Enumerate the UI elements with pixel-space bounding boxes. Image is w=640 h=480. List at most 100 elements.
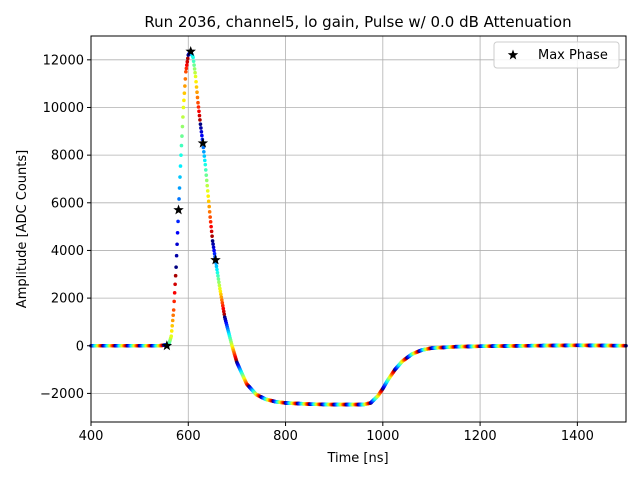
pulse-sample-point (207, 210, 212, 214)
pulse-sample-point (169, 334, 174, 339)
pulse-sample-point (210, 234, 214, 238)
pulse-sample-point (211, 245, 216, 250)
pulse-sample-point (198, 118, 202, 122)
pulse-sample-point (215, 267, 219, 272)
pulse-sample-point (195, 90, 199, 95)
pulse-sample-point (212, 251, 217, 256)
pulse-sample-point (222, 312, 227, 317)
pulse-sample-point (203, 168, 208, 172)
pulse-sample-point (215, 270, 220, 275)
pulse-sample-point (207, 204, 211, 209)
pulse-sample-point (179, 153, 183, 157)
x-tick-label: 600 (176, 429, 201, 444)
pulse-sample-point (210, 239, 215, 243)
pulse-sample-point (221, 306, 226, 311)
legend: Max Phase (493, 41, 620, 69)
pulse-sample-point (170, 318, 175, 323)
pulse-sample-point (214, 264, 219, 269)
pulse-sample-point (178, 175, 182, 179)
pulse-sample-point (220, 301, 225, 305)
pulse-sample-point (182, 98, 186, 103)
pulse-sample-point (181, 115, 185, 119)
pulse-sample-point (191, 59, 196, 64)
pulse-sample-point (191, 55, 195, 60)
pulse-sample-point (172, 291, 177, 295)
pulse-sample-point (216, 274, 220, 278)
pulse-sample-point (180, 124, 185, 129)
pulse-sample-point (220, 298, 224, 302)
x-tick-label: 1400 (561, 429, 594, 444)
legend-box (493, 41, 620, 69)
pulse-sample-point (198, 122, 203, 126)
y-tick-label: 10000 (43, 101, 84, 116)
x-axis: 400 600 800 1000 1200 1400 (79, 422, 594, 444)
pulse-sample-point (204, 173, 209, 177)
pulse-sample-point (203, 162, 208, 167)
pulse-sample-point (177, 197, 181, 201)
max-phase-point (161, 340, 173, 351)
pulse-sample-point (206, 194, 211, 198)
pulse-sample-point (174, 253, 179, 258)
max-phase-point (197, 137, 209, 148)
x-tick-label: 1000 (366, 429, 399, 444)
chart-title: Run 2036, channel5, lo gain, Pulse w/ 0.… (144, 13, 571, 31)
pulse-sample-point (192, 63, 196, 67)
pulse-sample-point (216, 277, 221, 281)
pulse-sample-point (209, 229, 214, 234)
x-axis-title: Time [ns] (326, 451, 388, 466)
pulse-sample-point (219, 292, 223, 297)
legend-label: Max Phase (538, 48, 608, 63)
pulse-sample-point (179, 143, 184, 148)
x-tick-label: 1200 (464, 429, 497, 444)
pulse-sample-point (196, 105, 201, 109)
pulse-sample-point (184, 66, 189, 71)
pulse-sample-point (218, 286, 222, 291)
pulse-trace (89, 49, 628, 407)
y-tick-label: 4000 (51, 244, 84, 259)
pulse-sample-point (185, 59, 190, 64)
max-phase-point (210, 254, 221, 265)
pulse-sample-point (204, 178, 209, 183)
pulse-sample-point (209, 224, 213, 229)
plot-frame (90, 35, 627, 423)
pulse-sample-point (174, 265, 178, 269)
max-phase-point (185, 45, 196, 56)
pulse-sample-point (197, 109, 201, 114)
pulse-sample-point (201, 145, 206, 150)
pulse-sample-point (173, 273, 178, 278)
pulse-sample-point (202, 150, 206, 154)
pulse-sample-point (183, 84, 187, 88)
pulse-sample-point (181, 105, 186, 110)
pulse-sample-point (172, 299, 176, 304)
x-tick-label: 400 (79, 429, 104, 444)
pulse-sample-point (205, 183, 210, 188)
pulse-sample-point (212, 248, 216, 253)
grid (90, 36, 626, 422)
pulse-sample-point (194, 85, 199, 89)
y-tick-label: 2000 (51, 292, 84, 307)
y-tick-label: 8000 (51, 149, 84, 164)
pulse-sample-point (185, 56, 190, 61)
pulse-sample-point (193, 74, 198, 79)
pulse-sample-point (211, 242, 215, 246)
max-phase-point (173, 204, 184, 215)
pulse-sample-point (219, 295, 224, 299)
y-tick-label: 6000 (51, 196, 84, 211)
max-phase-markers (161, 45, 221, 351)
pulse-sample-point (200, 133, 204, 138)
pulse-sample-point (208, 220, 213, 224)
pulse-sample-point (169, 329, 174, 333)
pulse-sample-point (199, 126, 203, 130)
pulse-sample-point (205, 189, 210, 193)
pulse-sample-point (175, 231, 180, 235)
pulse-sample-point (217, 280, 221, 285)
x-tick-label: 800 (273, 429, 298, 444)
pulse-sample-point (178, 164, 183, 168)
pulse-sample-point (171, 313, 175, 318)
pulse-sample-point (203, 158, 207, 163)
pulse-sample-point (193, 70, 197, 75)
pulse-sample-point (170, 323, 175, 328)
pulse-sample-point (185, 63, 189, 67)
pulse-sample-point (173, 282, 177, 287)
